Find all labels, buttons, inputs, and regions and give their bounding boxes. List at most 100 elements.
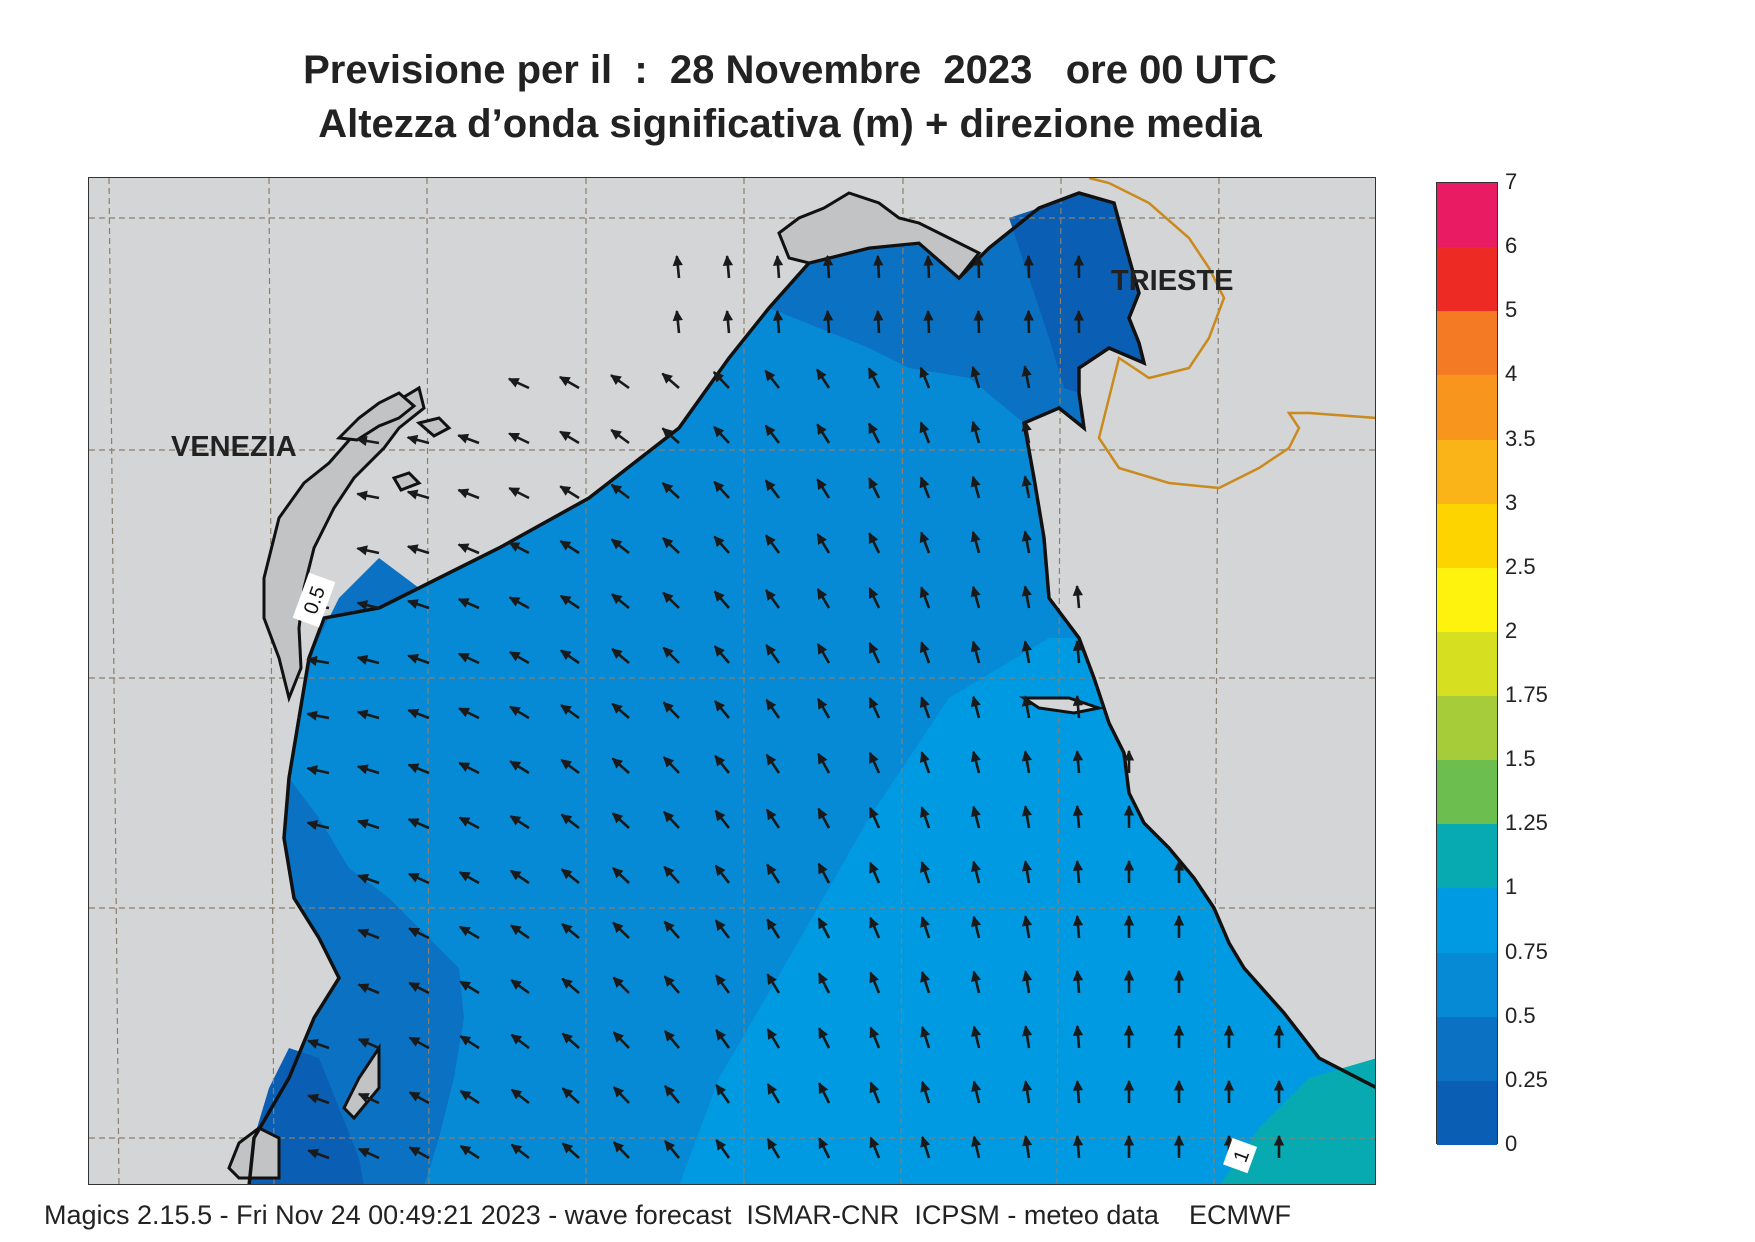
wave-arrow-head (1021, 1025, 1033, 1037)
wave-arrow-head (767, 1083, 778, 1095)
wave-arrow-head (357, 873, 369, 884)
legend-swatch (1437, 631, 1497, 697)
wave-arrow-head (611, 757, 624, 769)
wave-arrow-head (1223, 1024, 1235, 1036)
wave-arrow-head (560, 759, 573, 770)
wave-arrow-head (722, 254, 734, 267)
wave-arrow-head (869, 751, 879, 764)
wave-arrow-head (612, 921, 624, 934)
legend-tick-label: 0.25 (1505, 1066, 1548, 1092)
wave-arrow-head (664, 1085, 676, 1097)
wave-arrow-head (919, 476, 930, 489)
wave-arrow-head (663, 865, 675, 878)
sea-band-low-nw (299, 558, 419, 718)
legend-tick-label: 0.5 (1505, 1002, 1536, 1028)
wave-arrow-head (561, 977, 573, 989)
wave-arrow-head (1072, 969, 1084, 981)
wave-arrow-head (1022, 1135, 1033, 1147)
wave-arrow-head (765, 534, 776, 546)
wave-arrow-head (357, 1038, 370, 1048)
wave-arrow-head (713, 426, 725, 438)
wave-arrow-head (408, 927, 420, 938)
wave-arrow-head (766, 973, 777, 986)
wave-arrow-head (663, 920, 675, 933)
lagoon-islands (227, 391, 452, 1180)
wave-arrow-head (662, 701, 674, 713)
wave-arrow-head (1072, 584, 1084, 597)
wave-arrow-head (662, 646, 674, 658)
wave-arrow-head (560, 704, 572, 715)
wave-arrow-head (356, 545, 368, 556)
wave-arrow-head (408, 1146, 421, 1157)
wave-arrow-head (662, 537, 674, 549)
wave-arrow-head (817, 697, 828, 710)
wave-arrow-head (357, 819, 369, 829)
wave-arrow-head (818, 1082, 829, 1095)
wave-arrow-head (1072, 1079, 1084, 1091)
wave-arrow-head (1021, 915, 1033, 927)
wave-arrow-head (818, 862, 828, 875)
wave-arrow-head (1021, 970, 1033, 982)
wave-arrow-head (357, 983, 370, 994)
wave-arrow-head (868, 422, 878, 435)
legend-swatch (1437, 696, 1497, 761)
wave-arrow-head (559, 540, 572, 551)
wave-arrow-head (1021, 585, 1032, 597)
wave-arrow-head (458, 871, 471, 882)
wave-arrow-head (923, 254, 934, 266)
wave-arrow-head (1072, 859, 1084, 871)
wave-arrow-head (817, 588, 828, 600)
wave-arrow-head (408, 1091, 421, 1102)
legend-tick-label: 2.5 (1505, 553, 1536, 579)
wave-arrow-head (459, 980, 472, 991)
city-label-venezia: VENEZIA (171, 431, 297, 463)
wave-arrow-head (973, 254, 984, 266)
wave-arrow-head (971, 1080, 982, 1092)
wave-arrow-head (715, 974, 726, 986)
wave-arrow-head (970, 860, 981, 873)
wave-arrow-head (869, 1026, 880, 1039)
wave-arrow-head (407, 873, 420, 883)
legend-swatch (1437, 311, 1497, 376)
wave-arrow-head (356, 654, 369, 665)
wave-arrow-head (508, 432, 520, 443)
wave-arrow-head (510, 979, 522, 990)
wave-arrow-head (1072, 639, 1084, 652)
wave-arrow-head (559, 595, 572, 606)
wave-arrow-head (1072, 804, 1084, 816)
wave-arrow-head (869, 642, 879, 654)
wave-arrow-head (663, 756, 675, 768)
wave-arrow-head (611, 702, 623, 714)
wave-arrow-head (561, 1087, 574, 1099)
wave-arrow-head (509, 760, 522, 771)
north-peninsula (777, 191, 982, 281)
wave-arrow-head (407, 653, 419, 664)
wave-arrow-head (510, 1034, 523, 1045)
wave-arrow-head (715, 919, 726, 932)
legend-tick-label: 3 (1505, 489, 1518, 515)
wave-arrow-head (971, 970, 982, 983)
wave-arrow-head (973, 309, 984, 321)
wave-arrow-head (766, 753, 777, 766)
wave-arrow-head (816, 478, 827, 491)
wave-arrow-head (458, 707, 470, 718)
legend-tick-label: 4 (1505, 361, 1518, 387)
wave-arrow-head (356, 600, 369, 611)
wave-arrow-head (1123, 1024, 1135, 1036)
wave-arrow-head (612, 867, 624, 879)
wave-arrow-head (1123, 1079, 1135, 1091)
wave-arrow-head (1123, 1134, 1135, 1146)
city-label-trieste: TRIESTE (1111, 265, 1233, 297)
wave-arrow-head (458, 762, 471, 772)
sea-band-high (679, 638, 1375, 1184)
graticule (89, 178, 1375, 1184)
legend-tick-label: 1.25 (1505, 810, 1548, 836)
wave-arrow-head (1123, 804, 1135, 816)
wave-arrow-head (919, 421, 930, 434)
wave-arrow-head (560, 868, 573, 880)
map-subtitle: Altezza d’onda significativa (m) + direz… (318, 102, 1262, 146)
legend-tick-label: 0 (1505, 1131, 1518, 1156)
wave-arrow-head (765, 589, 776, 601)
wave-arrow-head (868, 532, 879, 545)
wave-arrow-head (407, 708, 420, 719)
